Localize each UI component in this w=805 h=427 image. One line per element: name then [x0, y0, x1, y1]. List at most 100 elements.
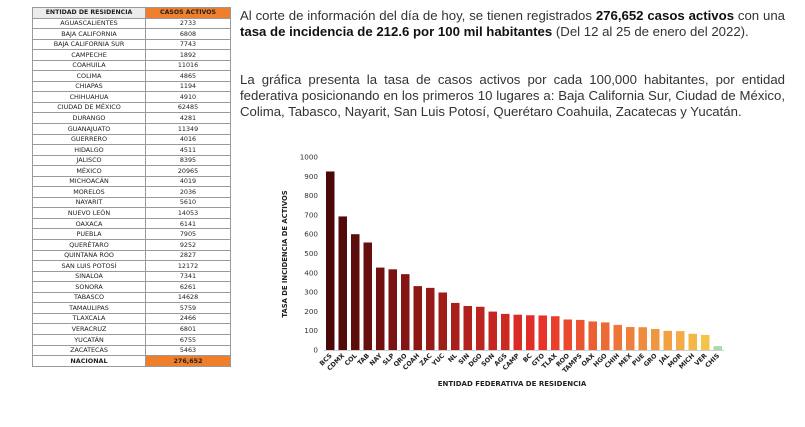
active-cases-cell: 1194: [145, 80, 231, 93]
state-name-cell: TABASCO: [32, 291, 146, 304]
y-axis-label: TASA DE INCIDENCIA DE ACTIVOS: [281, 190, 289, 317]
active-cases-cell: 4016: [145, 133, 231, 146]
x-tick-label: TAB: [356, 352, 371, 367]
state-name-cell: AGUASCALIENTES: [32, 17, 146, 30]
summary-text-e: (Del 12 al 25 de enero del 2022).: [552, 24, 749, 39]
table-row: TLAXCALA 2466: [32, 312, 231, 325]
active-cases-cell: 7905: [145, 228, 231, 241]
state-name-cell: CHIHUAHUA: [32, 91, 146, 103]
active-cases-cell: 2036: [145, 186, 231, 198]
bar-mor: [676, 331, 685, 350]
y-tick-label: 1000: [300, 153, 319, 162]
active-cases-cell: 6261: [145, 281, 231, 293]
y-axis: 0 100 200 300 400 500 600 700 800 900 1000: [300, 153, 319, 355]
x-axis-label: ENTIDAD FEDERATIVA DE RESIDENCIA: [438, 380, 587, 388]
table-row: MÉXICO 20965: [32, 165, 231, 177]
table-row: MORELOS 2036: [32, 186, 231, 198]
bar-tamps: [576, 319, 585, 350]
table-row: QUERÉTARO 9252: [32, 239, 231, 251]
x-tick-label: NL: [446, 352, 458, 364]
state-name-cell: CIUDAD DE MÉXICO: [32, 101, 146, 114]
table-row: GUERRERO 4016: [32, 133, 231, 146]
state-name-cell: COLIMA: [32, 70, 146, 82]
active-cases-cell: 5759: [145, 302, 231, 314]
state-name-cell: NAYARIT: [32, 196, 146, 209]
bar-camp: [513, 314, 522, 350]
active-cases-cell: 5463: [145, 344, 231, 357]
table-row: CHIAPAS 1194: [32, 80, 231, 93]
active-cases-cell: 9252: [145, 239, 231, 251]
x-tick-label: YUC: [430, 352, 447, 369]
bar-son: [488, 311, 497, 350]
active-cases-cell: 4281: [145, 112, 231, 124]
bar-sin: [463, 305, 472, 350]
table-row: TAMAULIPAS 5759: [32, 302, 231, 314]
active-cases-cell: 12172: [145, 260, 231, 272]
y-tick-label: 500: [304, 249, 318, 258]
bar-dgo: [476, 306, 485, 350]
table-row: COLIMA 4865: [32, 70, 231, 82]
active-cases-cell: 6808: [145, 28, 231, 40]
bar-cdmx: [338, 216, 347, 350]
state-name-cell: YUCATÁN: [32, 333, 146, 346]
x-tick-label: CHIS: [703, 351, 721, 369]
state-name-cell: DURANGO: [32, 112, 146, 124]
table-row: COAHUILA 11016: [32, 59, 231, 72]
chart-description-paragraph: La gráfica presenta la tasa de casos act…: [240, 72, 785, 119]
active-cases-cell: 7341: [145, 270, 231, 283]
table-row: HIDALGO 4511: [32, 144, 231, 156]
state-name-cell: CHIAPAS: [32, 80, 146, 93]
bar-tab: [363, 242, 372, 350]
bar-chis: [713, 346, 722, 350]
table-total-row: NACIONAL 276,652: [32, 355, 231, 367]
active-cases-cell: 20965: [145, 165, 231, 177]
table-row: AGUASCALIENTES 2733: [32, 17, 231, 30]
active-cases-cell: 1892: [145, 49, 231, 61]
active-cases-cell: 2733: [145, 17, 231, 30]
table-row: ZACATECAS 5463: [32, 344, 231, 357]
bar-bc: [526, 315, 535, 350]
y-tick-label: 600: [304, 230, 318, 239]
y-tick-label: 400: [304, 268, 318, 277]
bar-coah: [413, 286, 422, 350]
summary-text-a: Al corte de información del día de hoy, …: [240, 8, 596, 23]
state-name-cell: HIDALGO: [32, 144, 146, 156]
table-row: SAN LUIS POTOSÍ 12172: [32, 260, 231, 272]
bar-chih: [613, 324, 622, 350]
bars-group: [326, 171, 722, 350]
state-name-cell: BAJA CALIFORNIA: [32, 28, 146, 40]
active-cases-cell: 2466: [145, 312, 231, 325]
active-cases-cell: 4511: [145, 144, 231, 156]
table-row: SONORA 6261: [32, 281, 231, 293]
col-header-active-cases: CASOS ACTIVOS: [145, 7, 231, 19]
state-name-cell: SONORA: [32, 281, 146, 293]
state-name-cell: PUEBLA: [32, 228, 146, 241]
state-name-cell: SINALOA: [32, 270, 146, 283]
table-row: BAJA CALIFORNIA SUR 7743: [32, 38, 231, 51]
state-name-cell: OAXACA: [32, 217, 146, 230]
active-cases-cell: 11349: [145, 123, 231, 135]
state-name-cell: BAJA CALIFORNIA SUR: [32, 38, 146, 51]
table-row: OAXACA 6141: [32, 217, 231, 230]
bar-zac: [426, 287, 435, 350]
bar-mich: [688, 333, 697, 350]
table-row: QUINTANA ROO 2827: [32, 249, 231, 262]
total-value: 276,652: [145, 355, 231, 367]
bar-slp: [388, 269, 397, 350]
active-cases-cell: 62485: [145, 101, 231, 114]
states-active-cases-table: ENTIDAD DE RESIDENCIA CASOS ACTIVOS AGUA…: [32, 7, 231, 367]
active-cases-cell: 4019: [145, 175, 231, 188]
bar-roo: [563, 319, 572, 350]
active-cases-cell: 6801: [145, 323, 231, 335]
table-row: CHIHUAHUA 4910: [32, 91, 231, 103]
state-name-cell: MORELOS: [32, 186, 146, 198]
bar-pue: [638, 327, 647, 350]
table-row: BAJA CALIFORNIA 6808: [32, 28, 231, 40]
bar-hgo: [601, 322, 610, 350]
total-label: NACIONAL: [32, 355, 146, 367]
bar-yuc: [438, 292, 447, 350]
y-tick-label: 700: [304, 210, 318, 219]
table-row: CIUDAD DE MÉXICO 62485: [32, 101, 231, 114]
bar-gto: [538, 315, 547, 350]
